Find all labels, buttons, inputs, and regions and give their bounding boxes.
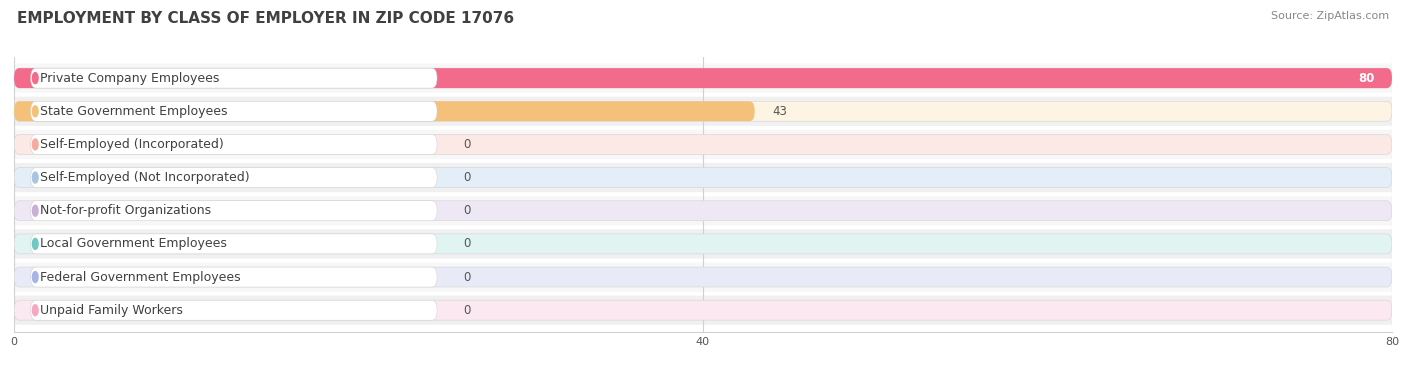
FancyBboxPatch shape <box>14 68 1392 88</box>
Circle shape <box>32 271 38 282</box>
FancyBboxPatch shape <box>31 201 437 221</box>
Text: 43: 43 <box>772 105 787 118</box>
Text: 80: 80 <box>1358 72 1375 84</box>
FancyBboxPatch shape <box>14 135 1392 154</box>
Circle shape <box>32 106 38 117</box>
FancyBboxPatch shape <box>14 97 1392 126</box>
Circle shape <box>32 238 38 249</box>
Text: Private Company Employees: Private Company Employees <box>41 72 219 84</box>
FancyBboxPatch shape <box>14 130 1392 159</box>
FancyBboxPatch shape <box>14 267 1392 287</box>
Circle shape <box>32 73 38 84</box>
Text: 0: 0 <box>463 238 470 250</box>
Text: 0: 0 <box>463 304 470 317</box>
Text: Federal Government Employees: Federal Government Employees <box>41 271 240 284</box>
FancyBboxPatch shape <box>14 229 1392 259</box>
FancyBboxPatch shape <box>14 234 1392 254</box>
FancyBboxPatch shape <box>14 163 1392 192</box>
FancyBboxPatch shape <box>31 135 437 154</box>
FancyBboxPatch shape <box>31 234 437 254</box>
Text: Local Government Employees: Local Government Employees <box>41 238 226 250</box>
Circle shape <box>32 139 38 150</box>
FancyBboxPatch shape <box>14 296 1392 325</box>
FancyBboxPatch shape <box>31 101 437 121</box>
FancyBboxPatch shape <box>14 262 1392 292</box>
FancyBboxPatch shape <box>14 101 755 121</box>
Text: 0: 0 <box>463 271 470 284</box>
Circle shape <box>32 205 38 216</box>
Text: Source: ZipAtlas.com: Source: ZipAtlas.com <box>1271 11 1389 21</box>
Text: 0: 0 <box>463 138 470 151</box>
FancyBboxPatch shape <box>14 63 1392 93</box>
FancyBboxPatch shape <box>14 300 1392 320</box>
Circle shape <box>32 172 38 183</box>
FancyBboxPatch shape <box>31 68 437 88</box>
Text: State Government Employees: State Government Employees <box>41 105 228 118</box>
Text: Unpaid Family Workers: Unpaid Family Workers <box>41 304 183 317</box>
FancyBboxPatch shape <box>14 201 1392 221</box>
FancyBboxPatch shape <box>31 267 437 287</box>
Text: EMPLOYMENT BY CLASS OF EMPLOYER IN ZIP CODE 17076: EMPLOYMENT BY CLASS OF EMPLOYER IN ZIP C… <box>17 11 515 26</box>
FancyBboxPatch shape <box>31 168 437 187</box>
FancyBboxPatch shape <box>14 68 1392 88</box>
Text: 0: 0 <box>463 171 470 184</box>
FancyBboxPatch shape <box>14 168 1392 187</box>
FancyBboxPatch shape <box>31 300 437 320</box>
FancyBboxPatch shape <box>14 196 1392 225</box>
Circle shape <box>32 305 38 316</box>
FancyBboxPatch shape <box>14 101 1392 121</box>
Text: Self-Employed (Not Incorporated): Self-Employed (Not Incorporated) <box>41 171 250 184</box>
Text: Not-for-profit Organizations: Not-for-profit Organizations <box>41 204 211 217</box>
Text: Self-Employed (Incorporated): Self-Employed (Incorporated) <box>41 138 224 151</box>
Text: 0: 0 <box>463 204 470 217</box>
